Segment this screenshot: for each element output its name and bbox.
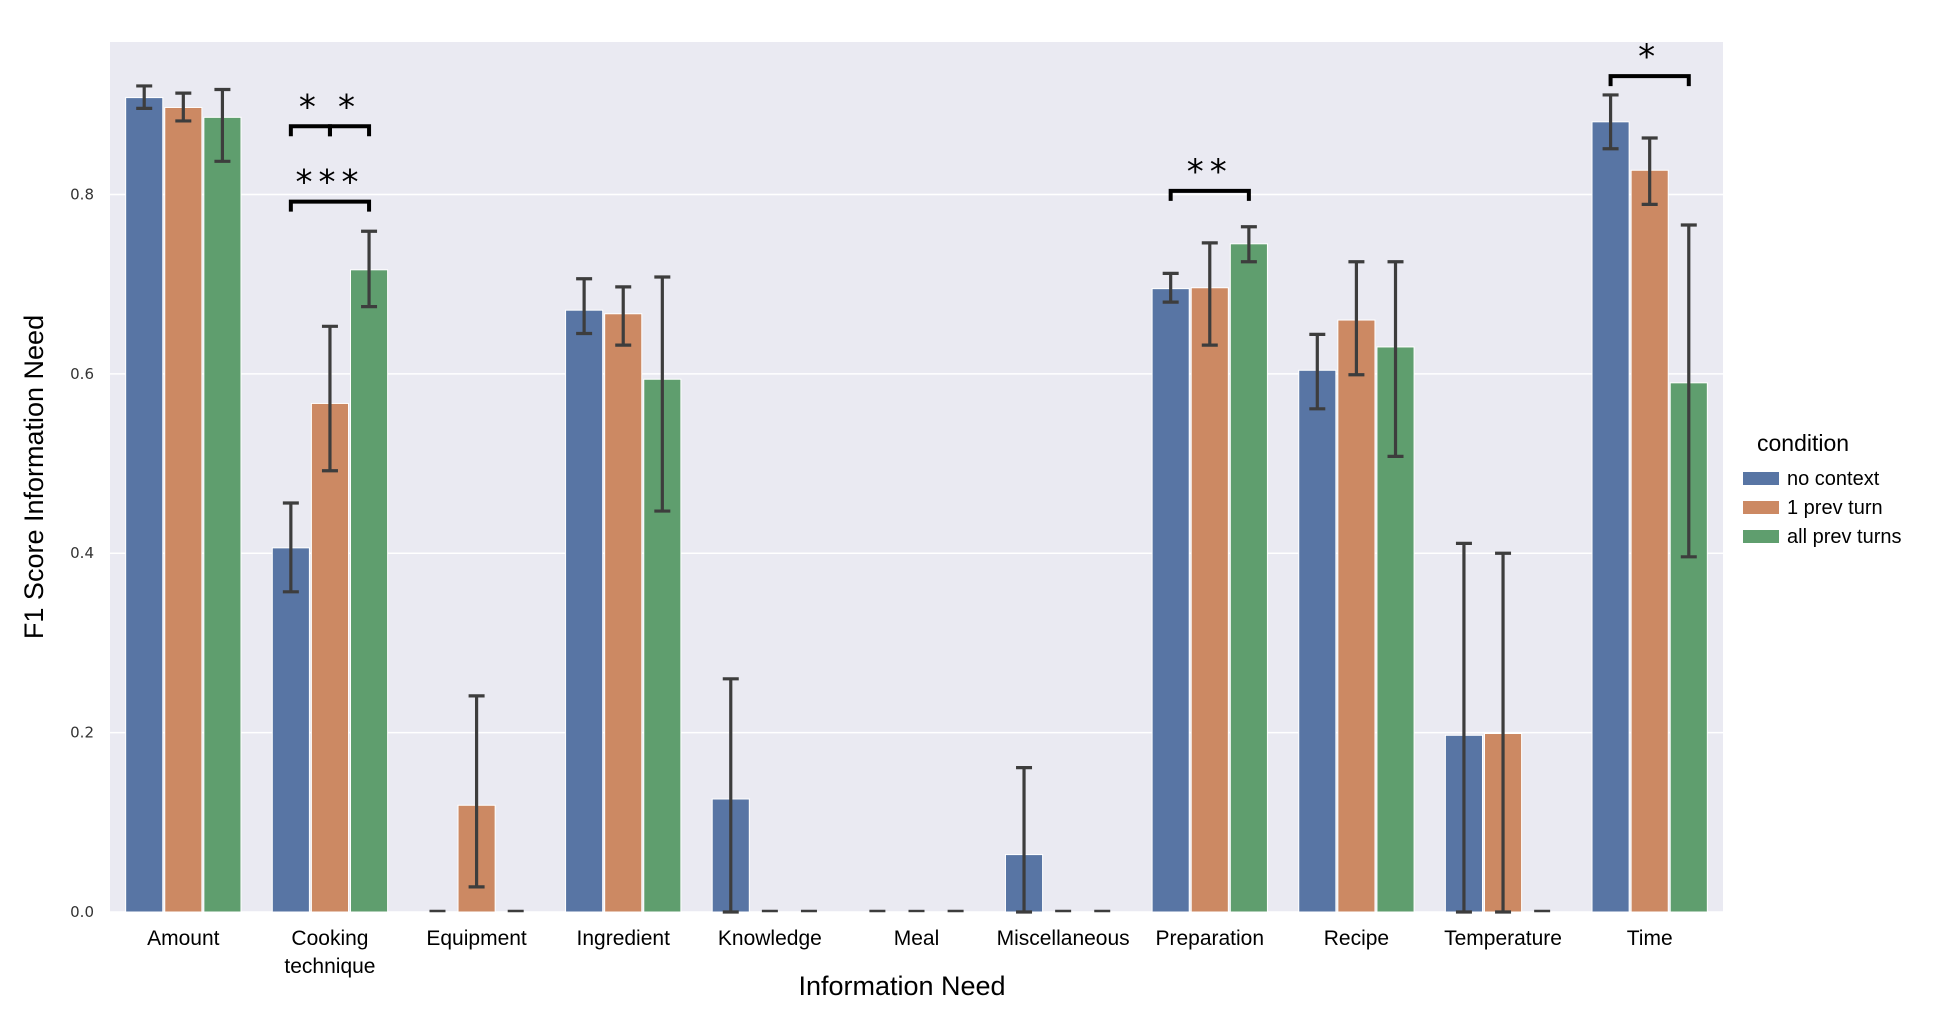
bar — [1630, 169, 1669, 913]
bar — [125, 97, 164, 913]
x-tick-label-line: Recipe — [1324, 927, 1389, 950]
bar — [310, 402, 350, 913]
legend: condition no context 1 prev turn all prev … — [1743, 430, 1902, 548]
legend-label: no context — [1787, 468, 1880, 490]
y-tick-label: 0.4 — [70, 544, 94, 562]
error-bar — [136, 84, 153, 110]
significance-bracket: * — [1608, 37, 1691, 87]
x-tick-label-line: Amount — [147, 927, 220, 950]
bar — [203, 116, 242, 913]
x-tick-label: Recipe — [1324, 927, 1389, 950]
error-bar — [576, 277, 593, 336]
x-tick-label: Preparation — [1155, 927, 1264, 950]
significance-label: ** — [1187, 152, 1233, 192]
error-bar — [1309, 332, 1326, 411]
y-tick-label: 0.6 — [70, 365, 94, 383]
x-tick-label-line: Cooking — [291, 927, 368, 950]
x-tick-label-line: Ingredient — [577, 927, 671, 950]
error-bar — [1602, 93, 1619, 151]
error-bar — [1387, 260, 1404, 458]
significance-label: *** — [295, 163, 364, 203]
x-tick-label-line: Miscellaneous — [997, 927, 1130, 950]
error-bar — [654, 275, 671, 513]
x-tick-label: Temperature — [1444, 927, 1562, 950]
error-bar — [282, 501, 299, 594]
x-tick-label-line: Knowledge — [718, 927, 822, 950]
bar — [271, 547, 310, 913]
significance-bracket: * — [327, 87, 372, 137]
legend-entry: all prev turns — [1743, 526, 1902, 548]
x-tick-label: Ingredient — [577, 927, 671, 950]
x-tick-label-line: Equipment — [426, 927, 527, 950]
x-tick-label: Meal — [894, 927, 940, 950]
significance-label: * — [299, 87, 322, 127]
error-bar — [361, 229, 378, 309]
bar — [1591, 121, 1630, 913]
x-tick-label-line: technique — [284, 955, 375, 978]
legend-entries: no context 1 prev turn all prev turns — [1743, 468, 1902, 548]
error-bar — [1201, 241, 1218, 347]
x-axis-title: Information Need — [798, 971, 1005, 1001]
x-tick-label: Equipment — [426, 927, 527, 950]
legend-entry: no context — [1743, 468, 1880, 490]
significance-label: * — [1638, 37, 1661, 77]
bar — [1229, 243, 1268, 913]
error-bar — [1240, 225, 1257, 264]
y-tick-label: 0.8 — [70, 185, 94, 203]
error-bar — [214, 87, 231, 163]
bar — [350, 269, 389, 913]
legend-label: all prev turns — [1787, 526, 1902, 548]
x-tick-label: Knowledge — [718, 927, 822, 950]
y-tick-label: 0.0 — [70, 903, 94, 921]
bar — [1190, 287, 1229, 913]
error-bar — [1348, 260, 1365, 377]
y-tick-labels: 0.0 0.2 0.4 0.6 0.8 — [70, 185, 94, 921]
legend-title: condition — [1757, 430, 1849, 456]
legend-swatch — [1743, 472, 1779, 485]
significance-label: * — [338, 87, 361, 127]
error-bar — [1495, 551, 1512, 914]
error-bar — [1680, 223, 1697, 559]
legend-label: 1 prev turn — [1787, 497, 1883, 519]
x-tick-label-line: Preparation — [1155, 927, 1264, 950]
x-tick-label: Miscellaneous — [997, 927, 1130, 950]
legend-swatch — [1743, 530, 1779, 543]
error-bar — [615, 285, 632, 347]
error-bar — [175, 91, 192, 123]
legend-entry: 1 prev turn — [1743, 497, 1883, 519]
legend-swatch — [1743, 501, 1779, 514]
error-bar — [1162, 271, 1179, 304]
error-bar — [1641, 136, 1658, 206]
x-tick-label: Cooking technique — [284, 927, 375, 978]
error-bar — [1016, 765, 1033, 914]
x-tick-label-line: Meal — [894, 927, 940, 950]
x-tick-label: Time — [1627, 927, 1673, 950]
bar — [164, 106, 203, 913]
significance-bracket: ** — [1168, 152, 1251, 201]
error-bars — [136, 84, 1697, 914]
bar — [1337, 319, 1376, 913]
bar — [565, 309, 604, 913]
y-axis-title: F1 Score Information Need — [19, 315, 49, 639]
error-bar — [468, 694, 485, 889]
x-tick-labels: Amount Cooking technique Equipment Ingredien… — [147, 927, 1672, 978]
y-tick-label: 0.2 — [70, 724, 94, 742]
x-tick-label-line: Time — [1627, 927, 1673, 950]
x-tick-label: Amount — [147, 927, 220, 950]
significance-annotations: * **** *** — [288, 37, 1691, 212]
bar — [1298, 369, 1337, 913]
significance-bracket: *** — [288, 163, 372, 212]
bar — [1151, 288, 1190, 913]
bar — [604, 313, 643, 913]
error-bar — [1455, 541, 1472, 914]
error-bar — [722, 677, 739, 914]
x-tick-label-line: Temperature — [1444, 927, 1562, 950]
error-bar — [321, 324, 338, 473]
